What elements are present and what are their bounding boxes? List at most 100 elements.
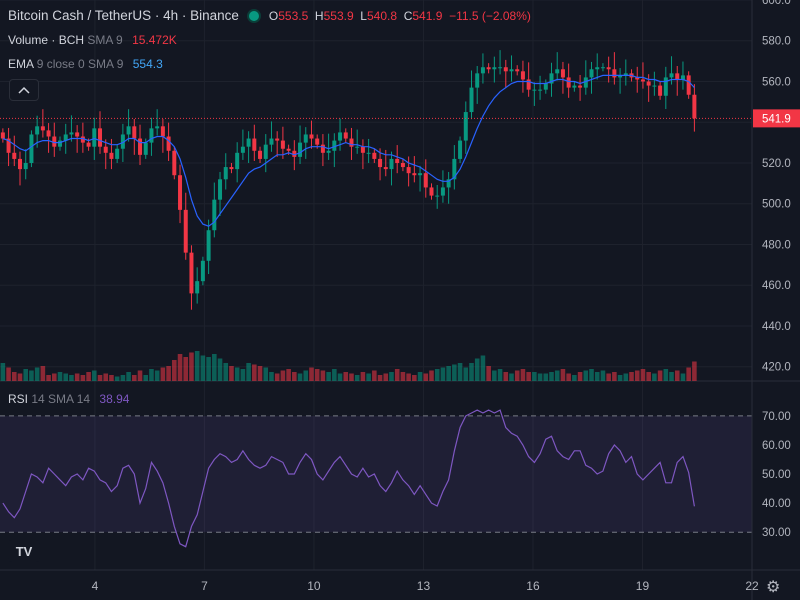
volume-bar — [0, 363, 6, 381]
symbol-title[interactable]: Bitcoin Cash / TetherUS · 4h · Binance — [8, 8, 239, 23]
volume-bar — [326, 372, 331, 381]
volume-bar — [377, 375, 383, 381]
volume-bar — [143, 375, 149, 381]
ema-label: EMA — [8, 57, 34, 71]
candle-body — [343, 132, 348, 139]
volume-bar — [69, 375, 74, 381]
candle-body — [275, 138, 280, 141]
candle-body — [469, 87, 474, 113]
open-value: 553.5 — [278, 9, 309, 23]
volume-bar — [314, 369, 320, 381]
volume-bar — [406, 373, 411, 381]
high-value: 553.9 — [323, 9, 354, 23]
volume-bar — [34, 367, 40, 381]
low-value: 540.8 — [366, 9, 398, 23]
volume-bar — [172, 360, 177, 381]
volume-bar — [126, 372, 131, 381]
volume-bar — [554, 370, 560, 381]
time-tick-label: 10 — [307, 579, 321, 593]
volume-bar — [509, 373, 514, 381]
volume-bar — [497, 369, 503, 381]
candle-body — [680, 75, 685, 80]
volume-legend[interactable]: Volume · BCH SMA 9 15.472K — [8, 33, 177, 47]
candle-body — [206, 230, 211, 261]
volume-value: 15.472K — [132, 33, 177, 47]
candle-body — [418, 173, 423, 176]
volume-bar — [74, 373, 80, 381]
ema-line — [2, 74, 695, 227]
volume-bar — [303, 370, 309, 381]
rsi-line — [2, 409, 695, 548]
volume-bar — [629, 372, 634, 381]
candle-body — [40, 126, 45, 131]
volume-bar — [137, 370, 143, 381]
rsi-params: 14 SMA 14 — [31, 392, 91, 406]
volume-bar — [309, 367, 314, 381]
candle-body — [166, 136, 171, 151]
collapse-legend-button[interactable] — [9, 79, 39, 101]
candle-body — [75, 132, 80, 137]
volume-bar — [12, 372, 17, 381]
volume-bar — [92, 370, 97, 381]
candle-body — [126, 126, 131, 135]
candle-body — [429, 187, 434, 196]
time-tick-label: 4 — [92, 579, 99, 593]
price-tag-label: 541.9 — [762, 113, 791, 125]
candle-body — [618, 75, 623, 78]
candle-body — [23, 162, 28, 170]
candle-body — [109, 152, 114, 159]
volume-bar — [474, 358, 480, 381]
volume-bar — [223, 363, 229, 381]
candle-body — [486, 67, 491, 70]
volume-bar — [229, 366, 234, 381]
volume-bar — [246, 363, 251, 381]
candle-body — [143, 142, 148, 155]
volume-bar — [217, 358, 223, 381]
ohlc-values: O553.5 H553.9 L540.8 C541.9 −11.5 (−2.08… — [268, 9, 531, 23]
volume-bar — [23, 369, 29, 381]
candle-body — [326, 150, 331, 153]
price-tick-label: 600.0 — [762, 0, 791, 7]
candle-body — [52, 136, 57, 147]
volume-bar — [394, 369, 400, 381]
candle-body — [258, 150, 263, 159]
volume-bar — [640, 369, 646, 381]
candle-body — [160, 126, 165, 137]
candle-body — [12, 152, 17, 159]
volume-bar — [183, 357, 189, 381]
time-tick-label: 22 — [745, 579, 759, 593]
volume-bar — [292, 372, 297, 381]
volume-bar — [400, 372, 406, 381]
volume-bar — [520, 369, 526, 381]
candle-body — [515, 69, 520, 72]
ema-legend[interactable]: EMA 9 close 0 SMA 9 554.3 — [8, 57, 163, 71]
rsi-legend[interactable]: RSI 14 SMA 14 38.94 — [8, 392, 129, 406]
candle-body — [589, 69, 594, 78]
candle-body — [263, 144, 268, 159]
symbol-legend[interactable]: Bitcoin Cash / TetherUS · 4h · Binance O5… — [8, 8, 531, 23]
tradingview-logo[interactable]: TV — [8, 540, 40, 562]
candle-body — [92, 128, 97, 147]
volume-bar — [372, 370, 377, 381]
volume-bar — [669, 372, 674, 381]
ema-value: 554.3 — [132, 57, 163, 71]
candle-body — [583, 77, 588, 88]
volume-bar — [452, 364, 457, 381]
volume-bar — [360, 372, 366, 381]
candle-body — [132, 126, 137, 139]
candle-body — [58, 140, 63, 147]
gear-icon[interactable]: ⚙ — [766, 579, 781, 596]
candle-body — [555, 69, 560, 74]
candle-body — [366, 152, 371, 154]
volume-bar — [234, 367, 240, 381]
volume-bar — [132, 375, 137, 381]
candle-body — [360, 146, 365, 153]
candle-body — [338, 132, 343, 141]
volume-bar — [274, 373, 280, 381]
volume-bar — [120, 375, 126, 381]
candle-body — [400, 162, 405, 168]
candle-body — [115, 148, 120, 159]
candle-body — [520, 71, 525, 80]
volume-bar — [269, 372, 274, 381]
